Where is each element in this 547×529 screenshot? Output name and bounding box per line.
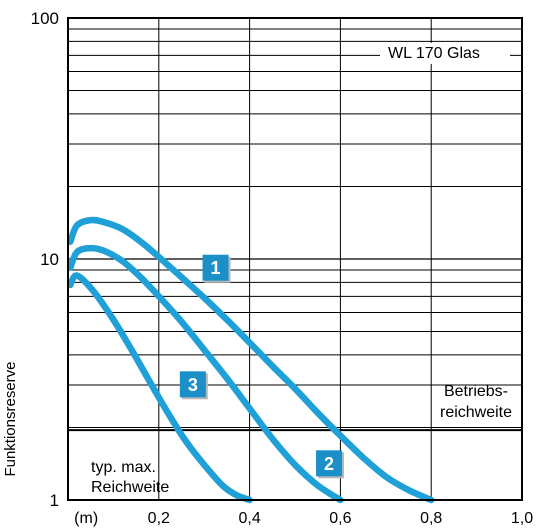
- y-tick-label: 1: [50, 491, 59, 510]
- series-badges: 1 2 3: [179, 254, 345, 479]
- series-group: [67, 216, 435, 504]
- reference-line-label-line: reichweite: [440, 404, 512, 421]
- y-tick-label: 10: [40, 250, 59, 269]
- series-badge-1: 1: [202, 254, 231, 283]
- x-tick-label: 1,0: [511, 510, 533, 527]
- x-tick-labels: 0,2 0,4 0,6 0,8 1,0: [148, 510, 534, 527]
- series-1-line: [67, 216, 435, 504]
- plot-frame-group: [67, 17, 523, 501]
- reference-line-label-line: Betriebs-: [444, 383, 508, 400]
- series-badge-label: 2: [324, 454, 334, 474]
- max-range-annotation-line: typ. max.: [91, 459, 156, 476]
- x-tick-label: 0,4: [238, 510, 260, 527]
- series-badge-box: [316, 450, 343, 477]
- chart-title: WL 170 Glas: [388, 45, 480, 62]
- y-tick-labels: 1 10 100: [31, 9, 59, 510]
- x-tick-label: 0,6: [329, 510, 351, 527]
- chart-title-background: [380, 42, 510, 64]
- x-axis-unit-label: (m): [74, 510, 98, 527]
- series-badge-2: 2: [316, 450, 345, 479]
- series-badge-label: 1: [211, 258, 221, 278]
- reference-line-label: Betriebs-reichweite: [440, 383, 512, 421]
- y-axis-label: Funktionsreserve: [2, 361, 19, 476]
- series-2-line: [67, 244, 344, 504]
- plot-frame: [67, 17, 523, 501]
- max-range-annotation-line: Reichweite: [91, 479, 169, 496]
- series-badge-label: 3: [188, 375, 198, 395]
- series-badge-box: [179, 371, 206, 398]
- max-range-annotation: typ. max. Reichweite: [91, 459, 169, 496]
- x-tick-label: 0,8: [420, 510, 442, 527]
- y-tick-label: 100: [31, 9, 59, 28]
- grid: [68, 18, 522, 500]
- series-badge-3: 3: [179, 371, 208, 400]
- series-3-line: [67, 272, 253, 504]
- x-tick-label: 0,2: [148, 510, 170, 527]
- series-badge-box: [202, 254, 229, 281]
